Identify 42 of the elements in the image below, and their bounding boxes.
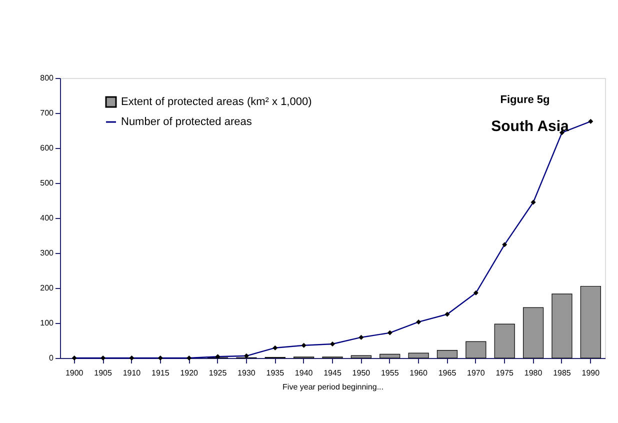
- x-tick-label: 1980: [524, 368, 543, 378]
- x-tick-label: 1985: [553, 368, 572, 378]
- bar: [350, 355, 372, 358]
- y-tick-label: 400: [40, 214, 54, 222]
- x-tick-label: 1965: [438, 368, 457, 378]
- text: Figure 5g: [500, 94, 550, 106]
- y-tick-label: 500: [40, 178, 54, 188]
- x-tick-label: 1975: [496, 368, 514, 378]
- text: South Asia: [491, 118, 570, 135]
- bar: [436, 350, 458, 358]
- y-tick-label: 200: [40, 284, 54, 292]
- bar: [380, 354, 400, 358]
- x-tick-label: 1935: [266, 368, 285, 378]
- x-tick-label: 1970: [467, 368, 486, 378]
- y-tick-label: 300: [40, 248, 54, 258]
- x-tick-label: 1955: [380, 368, 400, 378]
- bar: [580, 286, 601, 358]
- x-tick-label: 1950: [352, 368, 371, 378]
- bar: [408, 352, 429, 358]
- legend-label: Number of protected areas: [121, 116, 252, 128]
- y-tick-label: 700: [40, 108, 54, 118]
- bar: [494, 324, 515, 358]
- x-tick-label: 1910: [122, 368, 142, 378]
- x-axis-title: Five year period beginning...: [282, 382, 384, 392]
- legend-label: Extent of protected areas (km² x 1,000): [121, 96, 312, 108]
- x-tick-label: 1945: [324, 368, 342, 378]
- y-tick-label: 100: [40, 318, 54, 328]
- x-tick-label: 1920: [180, 368, 199, 378]
- bar: [552, 294, 572, 358]
- x-tick-label: 1925: [208, 368, 228, 378]
- x-tick-label: 1915: [151, 368, 170, 378]
- bar: [522, 307, 544, 358]
- y-tick-label: 800: [40, 74, 54, 82]
- y-tick-label: 600: [40, 144, 54, 152]
- x-tick-label: 1960: [410, 368, 428, 378]
- y-tick-label: 0: [49, 354, 54, 362]
- x-tick-label: 1990: [582, 368, 600, 378]
- x-tick-label: 1930: [238, 368, 256, 378]
- x-tick-label: 1905: [94, 368, 112, 378]
- x-tick-label: 1940: [294, 368, 314, 378]
- bar: [466, 341, 486, 358]
- x-tick-label: 1900: [65, 368, 84, 378]
